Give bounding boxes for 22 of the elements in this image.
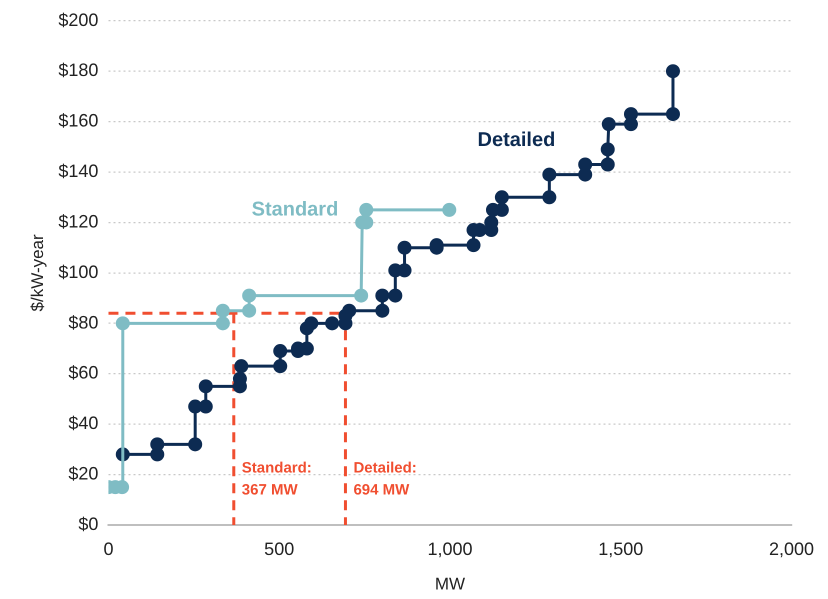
x-tick-label: 2,000	[768, 538, 814, 559]
y-tick-label: $120	[58, 211, 98, 232]
y-axis-title: $/kW-year	[28, 234, 47, 312]
annotation: Standard: 367 MW	[242, 459, 312, 498]
y-tick-label: $180	[58, 60, 98, 80]
x-tick-label: 1,000	[427, 538, 472, 559]
x-tick-label: 500	[264, 538, 294, 559]
x-tick-label: 0	[103, 538, 114, 559]
series-label: Detailed	[478, 129, 556, 152]
x-axis-title: MW	[434, 574, 466, 594]
series-label: Standard	[252, 198, 338, 220]
y-tick-label: $60	[68, 362, 98, 383]
y-tick-label: $200	[58, 10, 98, 30]
annotation: Detailed: 694 MW	[353, 459, 417, 498]
y-tick-label: $100	[58, 262, 98, 282]
y-tick-label: $20	[68, 464, 98, 484]
y-tick-label: $160	[58, 110, 98, 131]
y-tick-label: $0	[78, 514, 98, 534]
x-tick-label: 1,500	[598, 538, 644, 559]
y-tick-label: $80	[68, 312, 98, 332]
y-tick-label: $140	[58, 161, 98, 182]
y-tick-label: $40	[68, 413, 98, 434]
